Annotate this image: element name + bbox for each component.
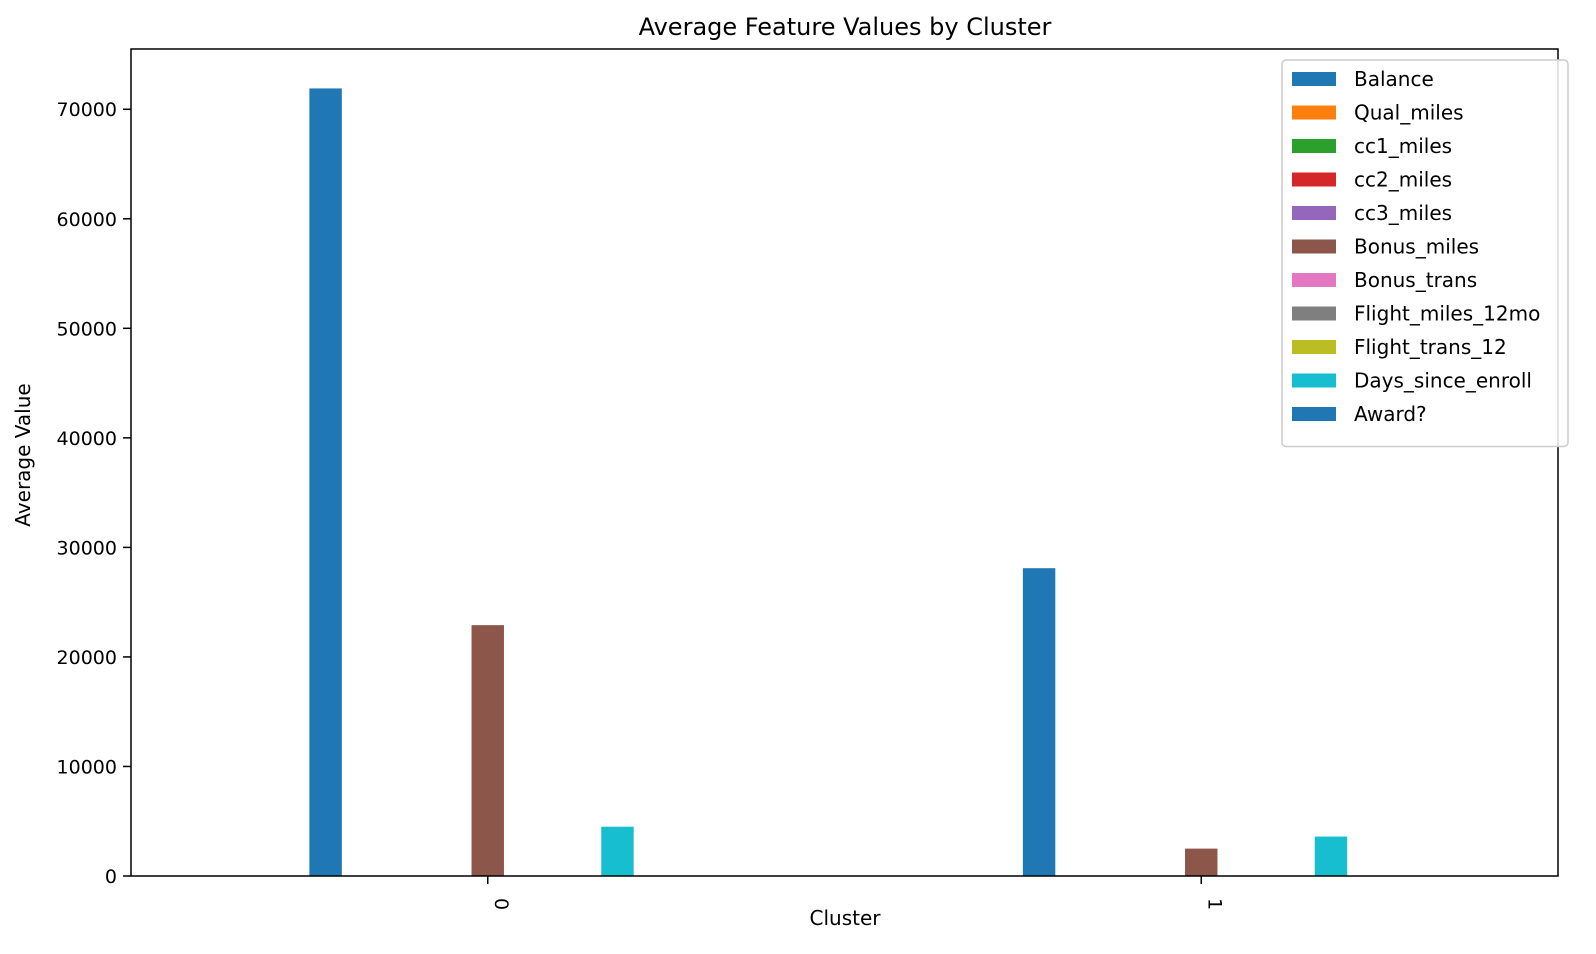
legend-label: Flight_trans_12 (1354, 335, 1507, 359)
legend-label: cc1_miles (1354, 134, 1452, 158)
legend-swatch (1292, 273, 1336, 287)
plot-frame (130, 48, 1559, 877)
bar (471, 625, 504, 876)
legend-swatch (1292, 306, 1336, 321)
y-tick-label: 30000 (57, 537, 117, 559)
x-axis-label: Cluster (810, 906, 882, 930)
legend-label: Qual_miles (1354, 101, 1464, 125)
bar (1314, 836, 1348, 876)
bar (601, 826, 634, 876)
legend-label: Award? (1354, 402, 1427, 426)
legend: Balance Qual_miles cc1_miles cc2_miles cc3_m… (1281, 59, 1569, 448)
legend-swatch (1292, 139, 1336, 153)
legend-label: Balance (1354, 67, 1434, 91)
y-axis-label: Average Value (11, 383, 35, 526)
legend-swatch (1292, 72, 1336, 86)
legend-label: Bonus_trans (1354, 268, 1477, 292)
y-axis-ticks: 0 10000 20000 30000 40000 50000 60000 70000 (57, 99, 131, 888)
legend-swatch (1292, 206, 1336, 220)
bar (1185, 848, 1218, 876)
x-tick-label: 1 (1203, 898, 1225, 910)
legend-label: Flight_miles_12mo (1354, 302, 1540, 326)
legend-swatch (1292, 373, 1336, 388)
bars-group (309, 88, 1348, 877)
y-tick-label: 70000 (57, 99, 117, 121)
y-tick-label: 20000 (57, 647, 117, 669)
legend-label: cc2_miles (1354, 168, 1452, 192)
legend-swatch (1292, 340, 1336, 354)
y-tick-label: 60000 (57, 209, 117, 231)
legend-swatch (1292, 172, 1336, 187)
y-tick-label: 50000 (57, 318, 117, 340)
legend-label: Days_since_enroll (1354, 369, 1532, 393)
legend-label: Bonus_miles (1354, 235, 1479, 259)
legend-swatch (1292, 407, 1336, 421)
legend-frame (1281, 59, 1569, 448)
chart-title: Average Feature Values by Cluster (639, 13, 1052, 41)
bar (309, 88, 342, 877)
y-tick-label: 0 (105, 866, 117, 888)
bar (1022, 568, 1056, 876)
y-tick-label: 10000 (57, 756, 117, 778)
y-tick-label: 40000 (57, 428, 117, 450)
legend-swatch (1292, 239, 1336, 254)
x-tick-label: 0 (490, 898, 512, 910)
legend-swatch (1292, 105, 1336, 120)
legend-label: cc3_miles (1354, 201, 1452, 225)
